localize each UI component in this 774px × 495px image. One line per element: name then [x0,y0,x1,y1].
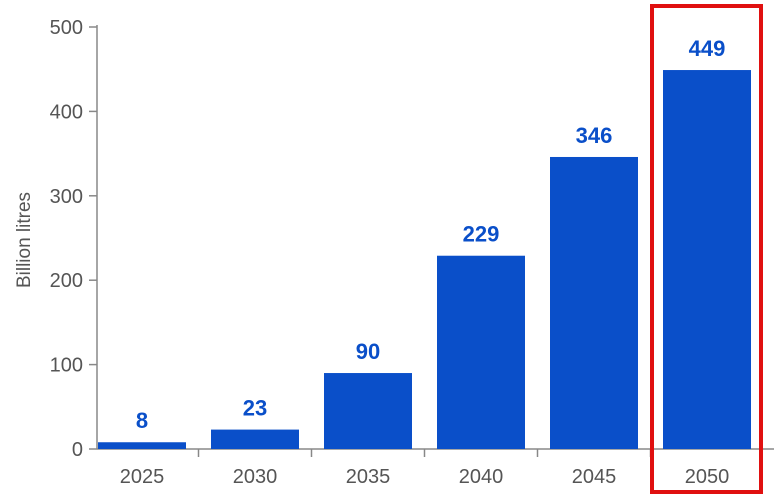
x-tick-label-2040: 2040 [459,466,504,488]
y-tick-label: 0 [72,439,83,461]
bar-2035 [324,373,412,449]
y-tick-label: 500 [50,17,83,39]
data-label-2035: 90 [356,339,380,364]
x-tick-label-2030: 2030 [233,466,278,488]
data-label-2025: 8 [136,408,148,433]
data-label-2040: 229 [463,222,500,247]
data-label-2030: 23 [243,396,267,421]
bar-2030 [211,429,299,449]
highlight-frame [650,4,763,494]
bar-2025 [98,442,186,449]
y-tick-label: 400 [50,101,83,123]
y-axis-label: Billion litres [14,192,35,288]
data-label-2050: 449 [689,36,726,61]
data-label-2045: 346 [576,123,613,148]
y-tick-label: 300 [50,186,83,208]
x-tick-label-2045: 2045 [572,466,617,488]
y-tick-label: 200 [50,270,83,292]
bar-2050 [663,70,751,449]
bar-2040 [437,255,525,449]
x-tick-label-2025: 2025 [120,466,165,488]
x-tick-label-2050: 2050 [685,466,730,488]
y-tick-label: 100 [50,355,83,377]
bar-2045 [550,156,638,449]
x-tick-label-2035: 2035 [346,466,391,488]
